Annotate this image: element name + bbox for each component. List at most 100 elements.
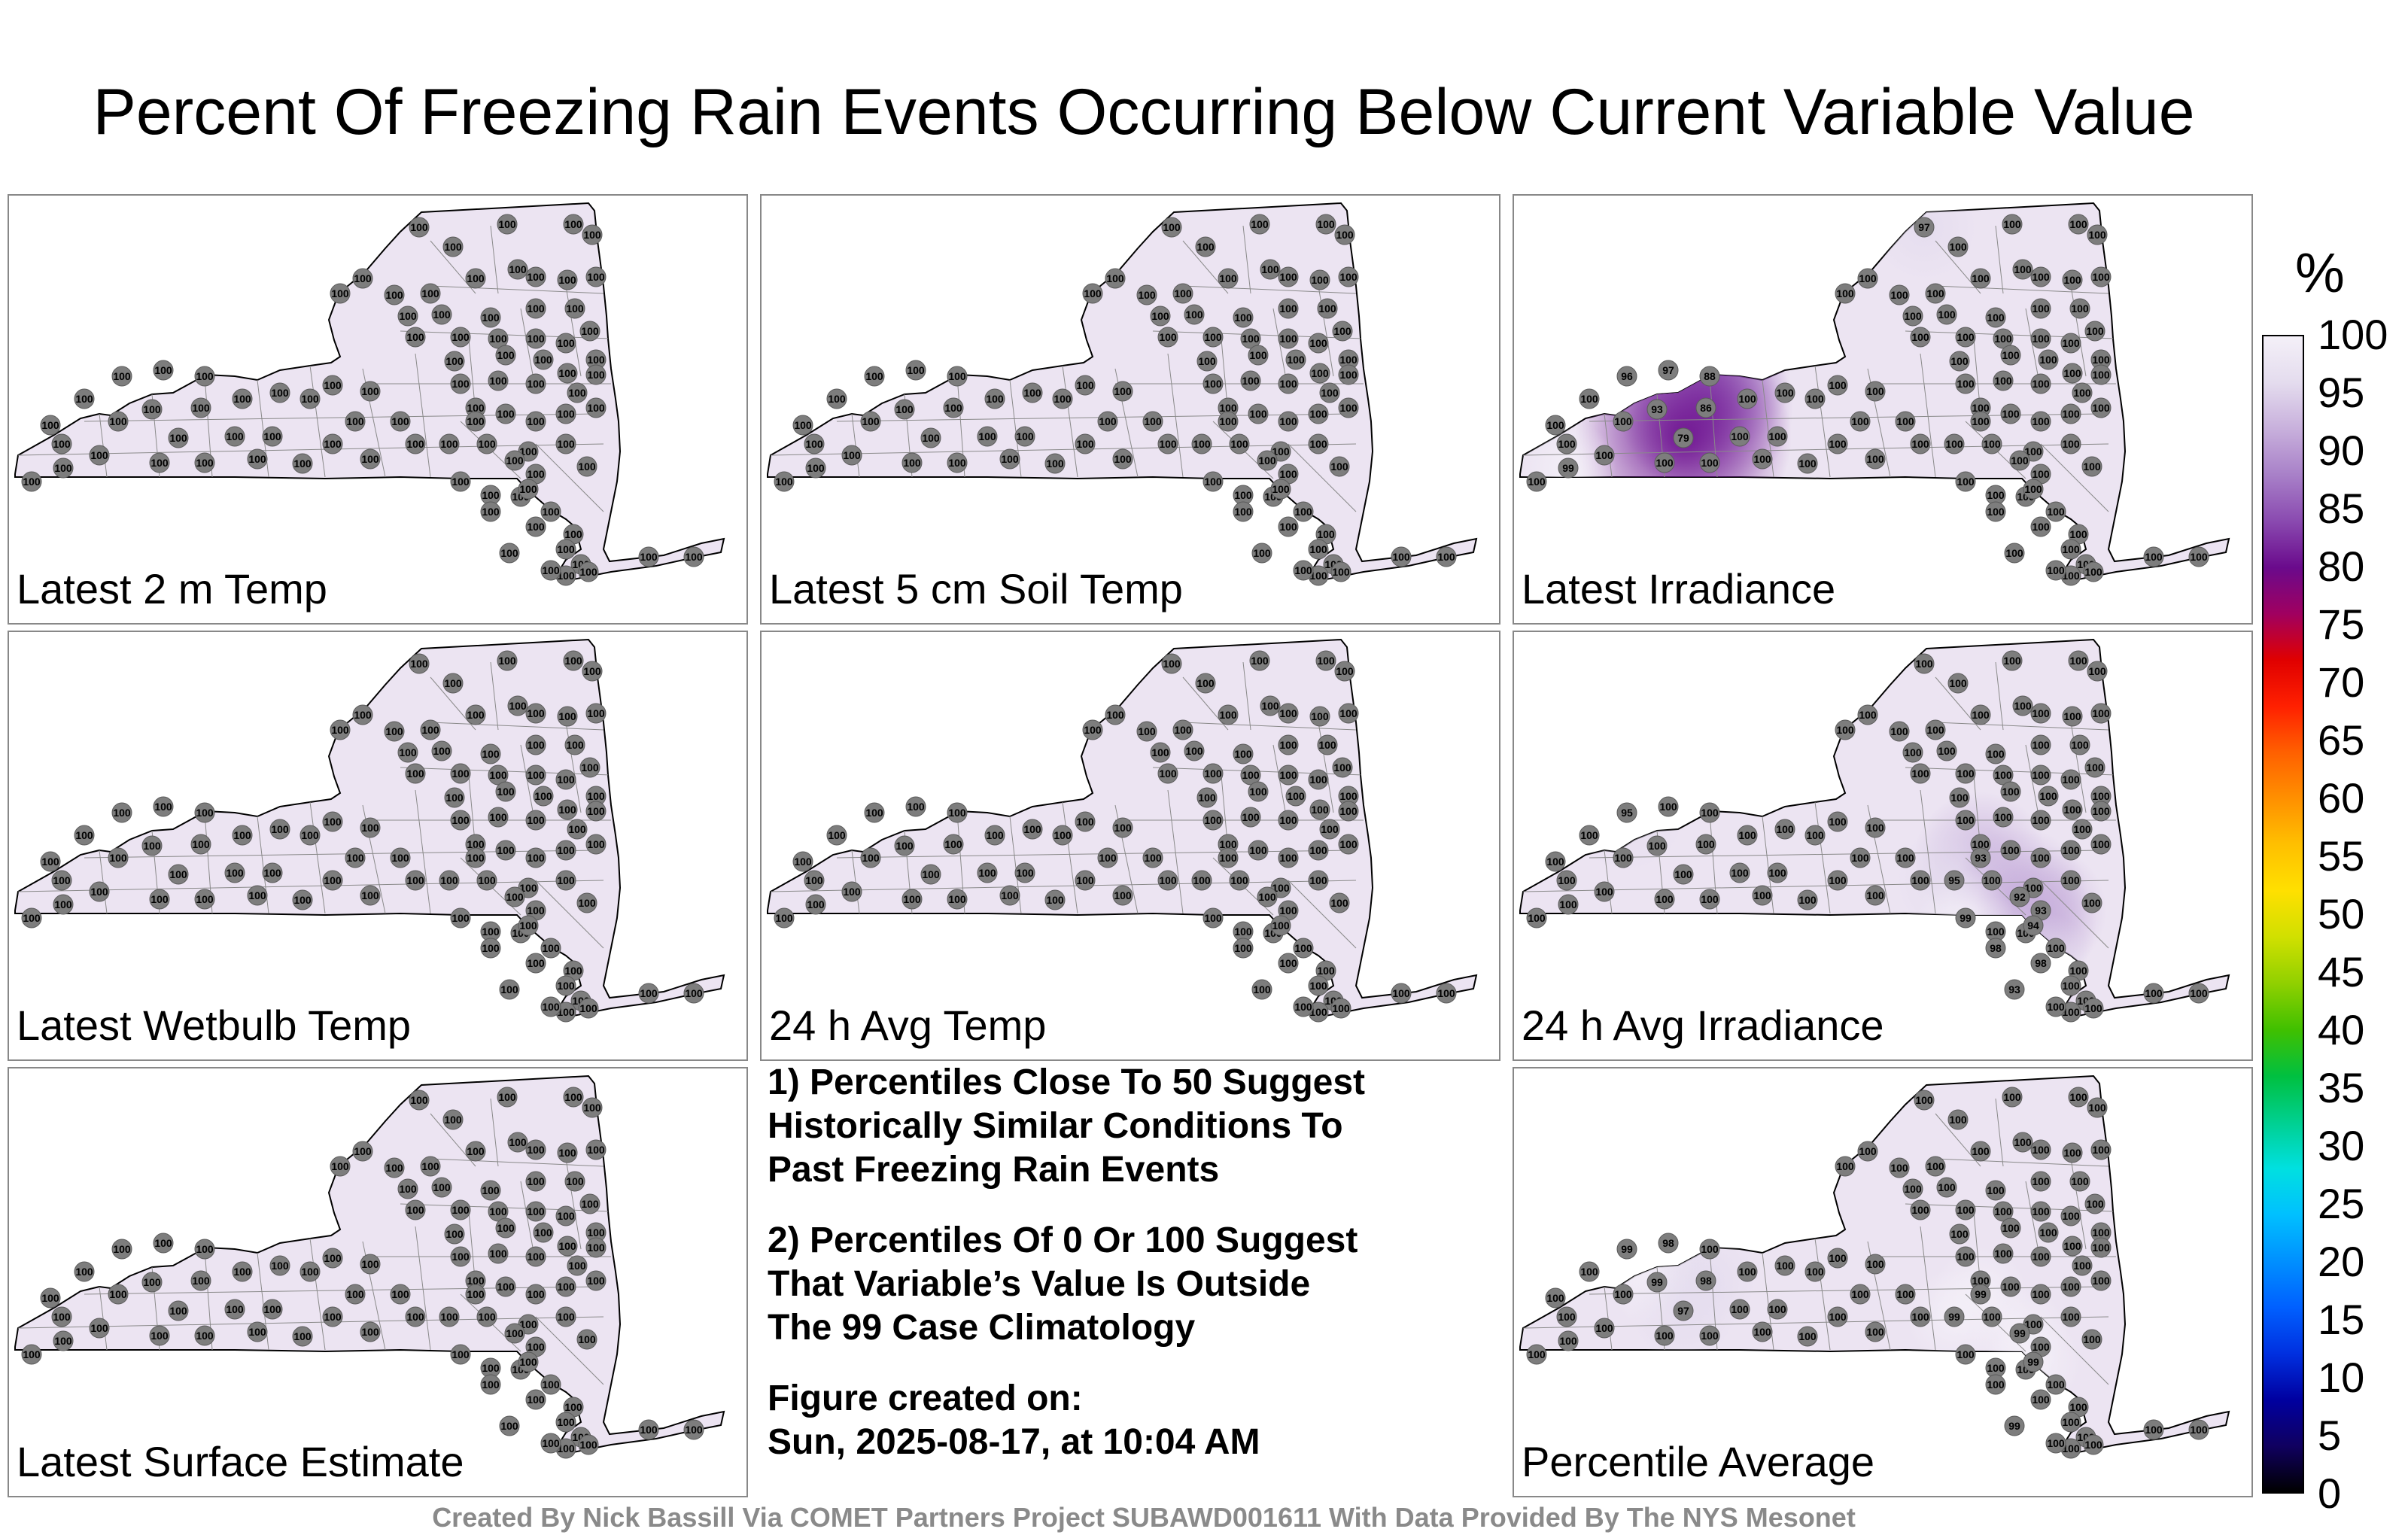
station-marker: 100 — [2030, 266, 2051, 287]
station-dot — [1526, 471, 1547, 492]
station-marker: 100 — [525, 266, 546, 287]
station-value: 100 — [2032, 814, 2050, 826]
station-value: 100 — [1866, 1258, 1884, 1270]
station-value: 100 — [568, 823, 586, 835]
station-dot — [262, 1299, 283, 1320]
station-value: 100 — [1309, 774, 1327, 786]
colorbar-tick-label: 50 — [2318, 890, 2365, 938]
station-marker: 100 — [638, 983, 659, 1004]
station-value: 100 — [587, 1226, 605, 1239]
station-dot — [1752, 1321, 1773, 1342]
station-value: 100 — [557, 844, 575, 856]
station-value: 100 — [451, 912, 470, 924]
station-value: 100 — [1317, 655, 1335, 667]
station-marker: 100 — [1699, 1239, 1720, 1260]
station-value: 100 — [169, 868, 187, 880]
station-value: 100 — [2092, 805, 2110, 817]
station-dot — [360, 1321, 381, 1342]
station-marker: 100 — [557, 706, 578, 727]
station-value: 100 — [1701, 457, 1719, 469]
station-value: 100 — [587, 1275, 605, 1287]
station-dot — [1338, 397, 1359, 418]
station-dot — [292, 889, 313, 910]
station-dot — [2030, 1139, 2051, 1160]
county-line — [1604, 1286, 1613, 1351]
station-value: 100 — [2003, 1091, 2021, 1103]
station-marker: 100 — [638, 1419, 659, 1440]
station-value: 100 — [500, 1420, 518, 1432]
station-marker: 100 — [2090, 1237, 2112, 1258]
station-value: 100 — [2032, 378, 2050, 390]
station-value: 100 — [433, 309, 451, 321]
station-dot — [1774, 382, 1795, 403]
station-marker: 100 — [1594, 1318, 1615, 1339]
station-dot — [1579, 1261, 1600, 1282]
station-value: 100 — [500, 983, 518, 995]
station-marker: 100 — [576, 892, 597, 913]
colorbar-tick-label: 85 — [2318, 485, 2365, 532]
county-line — [1167, 789, 1184, 914]
station-marker: 100 — [2068, 1087, 2089, 1108]
station-value: 100 — [444, 1114, 462, 1126]
station-marker: 100 — [1955, 373, 1976, 394]
station-value: 100 — [2003, 655, 2021, 667]
station-marker: 100 — [476, 870, 497, 891]
station-dot — [1613, 411, 1634, 432]
station-marker: 100 — [384, 721, 405, 742]
station-value: 100 — [1674, 868, 1692, 880]
station-value: 100 — [527, 302, 545, 315]
station-dot — [1914, 653, 1935, 674]
station-value: 100 — [1866, 385, 1884, 397]
station-value: 100 — [1904, 1183, 1922, 1195]
map-panel: 100 100 100 100 100 100 100 100 100 100 100 100 100 1… — [760, 194, 1500, 625]
station-marker: 100 — [1338, 786, 1359, 807]
county-line — [99, 413, 108, 478]
station-value: 100 — [2032, 739, 2050, 751]
station-dot — [190, 1270, 211, 1291]
station-marker: 100 — [1278, 734, 1299, 755]
station-dot — [1278, 703, 1299, 724]
station-marker: 100 — [53, 1330, 74, 1351]
station-value: 100 — [534, 354, 552, 366]
station-marker: 100 — [2143, 983, 2164, 1004]
station-value: 100 — [150, 457, 169, 469]
station-value: 100 — [1559, 898, 1577, 910]
station-marker: 100 — [1774, 819, 1795, 840]
colorbar — [2262, 335, 2304, 1494]
station-value: 100 — [1294, 1001, 1312, 1013]
station-marker: 100 — [488, 807, 509, 828]
station-marker: 100 — [582, 224, 603, 245]
station-dot — [1827, 433, 1848, 454]
station-marker: 100 — [1278, 516, 1299, 537]
station-value: 100 — [421, 1160, 439, 1172]
station-marker: 100 — [405, 763, 426, 784]
station-marker: 100 — [1308, 403, 1329, 424]
station-dot — [2060, 769, 2081, 790]
station-value: 100 — [1614, 852, 1632, 864]
station-value: 100 — [54, 1335, 72, 1347]
station-marker: 100 — [74, 1261, 95, 1282]
station-dot — [420, 283, 441, 304]
station-dot — [1105, 704, 1126, 725]
station-marker: 100 — [578, 998, 599, 1019]
station-value: 100 — [2039, 354, 2057, 366]
station-marker: 100 — [638, 546, 659, 567]
station-marker: 100 — [2090, 1139, 2112, 1160]
station-marker: 100 — [804, 433, 825, 454]
station-marker: 100 — [1052, 388, 1073, 409]
station-marker: 100 — [1315, 524, 1336, 545]
station-dot — [488, 370, 509, 391]
station-dot — [1233, 743, 1254, 764]
station-marker: 100 — [322, 1306, 343, 1327]
station-marker: 100 — [1981, 433, 2002, 454]
station-dot — [1902, 1178, 1923, 1199]
station-marker: 100 — [585, 349, 607, 370]
station-value: 100 — [1309, 980, 1327, 992]
station-value: 95 — [1948, 874, 1960, 886]
station-value: 100 — [1016, 430, 1034, 442]
station-dot — [21, 907, 42, 929]
station-marker: 100 — [322, 1248, 343, 1269]
station-marker: 100 — [51, 433, 72, 454]
station-marker: 100 — [397, 305, 418, 327]
station-value: 100 — [433, 1181, 451, 1193]
